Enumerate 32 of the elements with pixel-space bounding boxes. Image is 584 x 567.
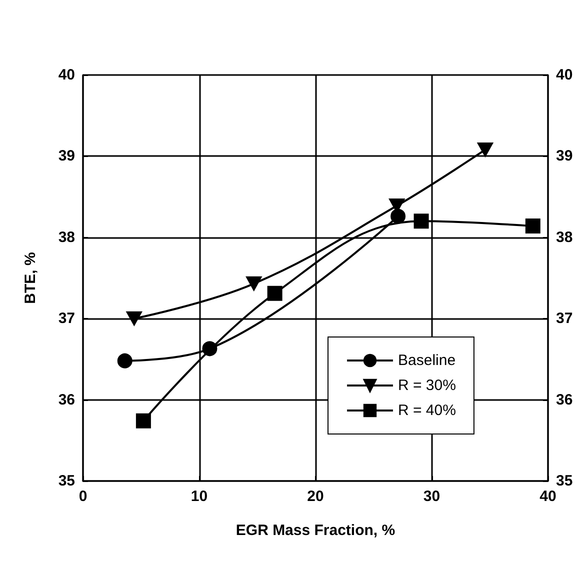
y-tick-label: 38 <box>58 228 75 246</box>
y-tick-label: 39 <box>58 148 75 165</box>
legend-label: Baseline <box>398 352 456 369</box>
y-tick-label: 37 <box>58 310 75 328</box>
x-tick-label: 0 <box>78 488 88 505</box>
y2-tick-label: 38 <box>556 228 573 246</box>
x-tick-label: 10 <box>190 488 208 505</box>
y2-tick-label: 36 <box>556 391 573 408</box>
point <box>477 142 494 157</box>
point <box>117 353 132 368</box>
y-tick-label: 40 <box>58 66 75 84</box>
y2-tick-label: 39 <box>556 148 573 165</box>
x-axis-title: EGR Mass Fraction, % <box>236 522 396 539</box>
y-tick-label: 35 <box>58 472 75 490</box>
point <box>126 311 142 326</box>
y-axis-title: BTE, % <box>22 252 39 304</box>
point <box>202 341 218 356</box>
x-tick-label: 20 <box>307 488 324 505</box>
y2-tick-label: 37 <box>556 310 573 328</box>
point <box>246 276 262 291</box>
point <box>414 214 429 229</box>
point <box>136 413 151 428</box>
point <box>267 286 282 301</box>
y2-tick-label: 35 <box>556 472 573 490</box>
legend-label: R = 30% <box>398 377 456 394</box>
point <box>525 218 540 234</box>
x-tick-label: 40 <box>540 488 556 505</box>
x-tick-label: 30 <box>423 488 440 505</box>
y2-tick-label: 40 <box>556 66 573 84</box>
y-tick-label: 36 <box>58 391 75 408</box>
point <box>390 208 406 224</box>
legend-label: R = 40% <box>398 402 456 419</box>
